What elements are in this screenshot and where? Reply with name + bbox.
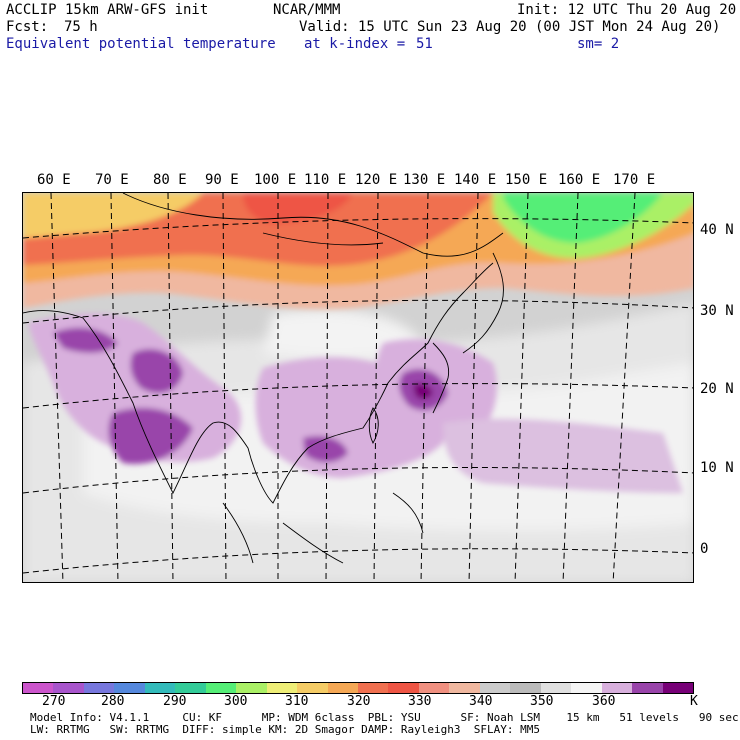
- colorbar-swatch: [266, 683, 298, 693]
- colorbar-tick: 360: [592, 694, 616, 709]
- colorbar-tick: 320: [347, 694, 371, 709]
- lon-label: 70 E: [95, 172, 129, 188]
- lon-label: 120 E: [355, 172, 398, 188]
- lon-label: 150 E: [505, 172, 548, 188]
- coastlines: [23, 193, 504, 564]
- colorbar-unit: K: [690, 694, 698, 709]
- init-time: Init: 12 UTC Thu 20 Aug 20: [517, 2, 737, 18]
- lon-label: 60 E: [37, 172, 71, 188]
- center-label: NCAR/MMM: [273, 2, 341, 18]
- colorbar-swatch: [662, 683, 693, 693]
- lat-label: 30 N: [700, 303, 734, 319]
- lon-label: 170 E: [613, 172, 656, 188]
- colorbar-swatch: [540, 683, 572, 693]
- level-value: 51: [416, 36, 433, 52]
- colorbar-swatch: [357, 683, 389, 693]
- colorbar-swatch: [114, 683, 145, 693]
- colorbar-swatch: [83, 683, 115, 693]
- colorbar-swatch: [449, 683, 480, 693]
- colorbar-swatch: [236, 683, 267, 693]
- valid-time: Valid: 15 UTC Sun 23 Aug 20 (00 JST Mon …: [299, 19, 721, 35]
- colorbar-swatch: [418, 683, 450, 693]
- colorbar-tick: 340: [469, 694, 493, 709]
- colorbar-swatch: [571, 683, 602, 693]
- lat-label: 40 N: [700, 222, 734, 238]
- forecast-label: Fcst:: [6, 19, 49, 35]
- colorbar-swatch: [632, 683, 663, 693]
- colorbar-swatch: [297, 683, 328, 693]
- theta-e-map: [22, 192, 694, 583]
- colorbar: [22, 682, 694, 694]
- colorbar-tick: 310: [285, 694, 309, 709]
- lon-label: 110 E: [304, 172, 347, 188]
- field-name: Equivalent potential temperature: [6, 36, 276, 52]
- colorbar-swatch: [479, 683, 511, 693]
- colorbar-swatch: [601, 683, 633, 693]
- colorbar-swatch: [510, 683, 541, 693]
- colorbar-swatch: [53, 683, 84, 693]
- colorbar-tick: 350: [530, 694, 554, 709]
- lat-label: 0: [700, 541, 709, 557]
- graticule: [23, 193, 693, 582]
- smoothing-label: sm= 2: [577, 36, 620, 52]
- colorbar-swatch: [327, 683, 358, 693]
- model-info-line1: Model Info: V4.1.1 CU: KF MP: WDM 6class…: [30, 711, 739, 724]
- level-label: at k-index =: [304, 36, 406, 52]
- colorbar-swatch: [205, 683, 237, 693]
- forecast-hours: 75 h: [64, 19, 98, 35]
- map-canvas: [23, 193, 693, 582]
- lon-label: 130 E: [403, 172, 446, 188]
- lon-label: 160 E: [558, 172, 601, 188]
- colorbar-tick: 290: [163, 694, 187, 709]
- lat-label: 10 N: [700, 460, 734, 476]
- model-title: ACCLIP 15km ARW-GFS init: [6, 2, 209, 18]
- colorbar-tick: 300: [224, 694, 248, 709]
- lon-label: 80 E: [153, 172, 187, 188]
- model-info-line2: LW: RRTMG SW: RRTMG DIFF: simple KM: 2D …: [30, 723, 540, 736]
- lon-label: 100 E: [254, 172, 297, 188]
- lon-label: 140 E: [454, 172, 497, 188]
- lat-label: 20 N: [700, 381, 734, 397]
- colorbar-swatch: [175, 683, 206, 693]
- colorbar-swatch: [144, 683, 176, 693]
- colorbar-swatch: [388, 683, 419, 693]
- colorbar-tick: 330: [408, 694, 432, 709]
- colorbar-swatch: [23, 683, 54, 693]
- colorbar-tick: 270: [42, 694, 66, 709]
- lon-label: 90 E: [205, 172, 239, 188]
- colorbar-tick: 280: [101, 694, 125, 709]
